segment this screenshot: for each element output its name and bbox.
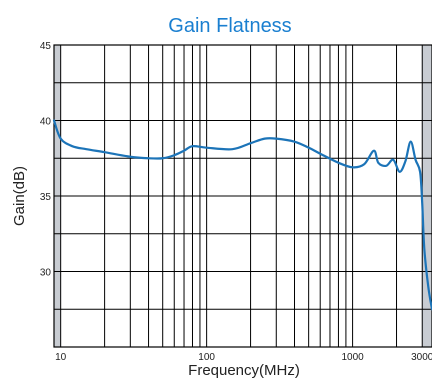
y-tick-label: 45	[40, 41, 52, 52]
y-tick-label: 30	[40, 268, 52, 279]
gain-curve	[52, 119, 432, 311]
grid-lines	[54, 45, 432, 347]
y-tick-label: 40	[40, 117, 52, 128]
x-tick-label: 1000	[341, 352, 364, 363]
plot-frame	[53, 44, 432, 348]
y-axis-label: Gain(dB)	[11, 166, 28, 226]
x-tick-label: 100	[198, 352, 215, 363]
chart-title: Gain Flatness	[168, 15, 291, 37]
tick-labels: 10 100 1000 3000 30 35 40 45	[40, 41, 432, 363]
x-axis-label: Frequency(MHz)	[188, 362, 300, 379]
x-tick-label: 3000	[411, 352, 432, 363]
y-tick-label: 35	[40, 192, 52, 203]
x-tick-label: 10	[55, 352, 67, 363]
